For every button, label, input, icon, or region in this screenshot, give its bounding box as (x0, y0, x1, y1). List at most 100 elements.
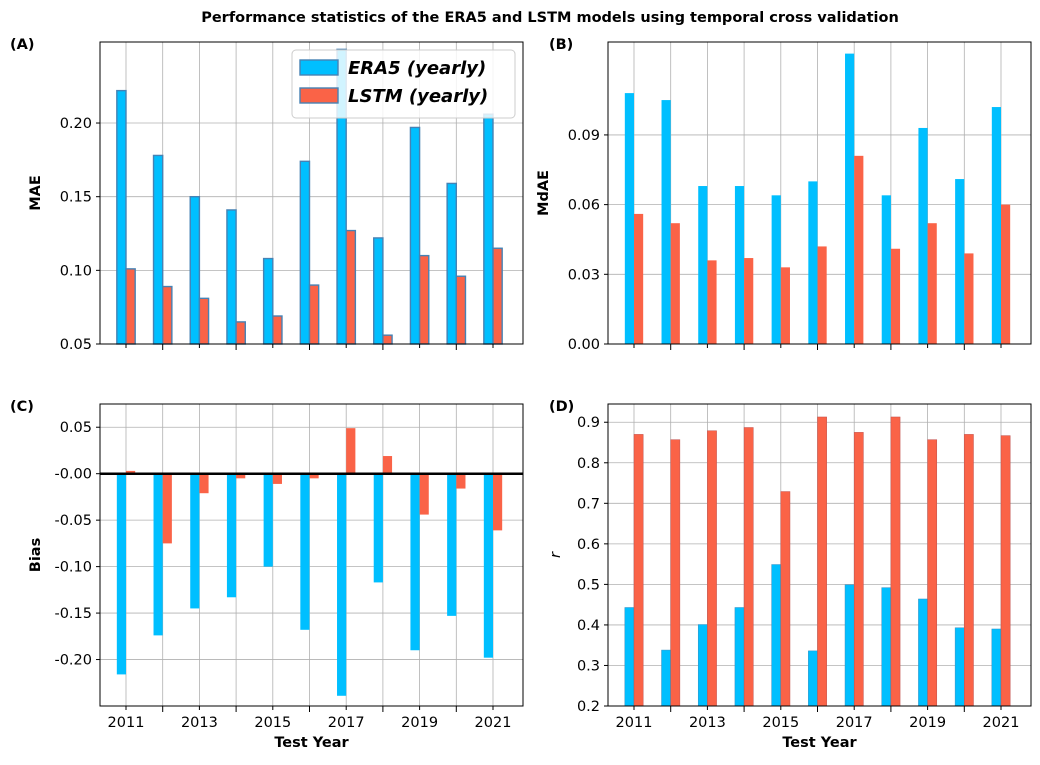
lstm-bar-2014 (743, 427, 754, 707)
lstm-bar-2020 (456, 473, 466, 489)
panels: 0.05 0.10 0.15 0.20 MAE (A) ERA5 (yearly) LSTM … (10, 37, 1032, 751)
x-tick-label: 2011 (616, 715, 653, 731)
lstm-bar-2012 (161, 285, 173, 345)
lstm-legend-label: LSTM (yearly) (348, 86, 488, 107)
lstm-bar-2021 (1001, 204, 1011, 344)
lstm-bar-2017 (346, 428, 356, 474)
y-tick-label: 0.15 (60, 190, 92, 206)
era5-bar-2014 (226, 473, 237, 598)
x-tick-label: 2013 (689, 715, 726, 731)
x-tick-label: 2017 (328, 715, 365, 731)
lstm-bar-2020 (455, 275, 467, 345)
y-ticks-c: -0.20 -0.15 -0.10 -0.05 -0.00 0.05 (54, 420, 100, 669)
era5-bar-2012 (661, 649, 671, 707)
era5-bar-2017 (844, 584, 855, 707)
x-axis-label: Test Year (782, 735, 857, 751)
y-tick-label: 0.5 (577, 577, 600, 593)
era5-bar-2020 (447, 473, 457, 616)
y-tick-label: 0.6 (577, 537, 600, 553)
era5-bar-2015 (771, 564, 782, 707)
era5-legend-label: ERA5 (yearly) (348, 58, 486, 79)
era5-bar-2018 (373, 473, 383, 583)
lstm-legend-swatch (299, 87, 339, 104)
lstm-bar-2020 (964, 253, 974, 344)
x-tick-label: 2021 (475, 715, 512, 731)
era5-bar-2018 (881, 587, 892, 707)
era5-bar-2011 (624, 607, 635, 707)
x-ticks-c: 2011 2013 2015 2017 2019 2021 (108, 706, 512, 731)
era5-bar-2021 (991, 628, 1002, 707)
y-tick-label: -0.20 (54, 653, 92, 669)
lstm-bar-2013 (199, 473, 209, 494)
panel-label: (D) (549, 399, 574, 415)
panel-label: (B) (549, 37, 573, 53)
lstm-bar-2016 (308, 284, 320, 345)
era5-bar-2015 (771, 195, 781, 344)
x-tick-label: 2015 (762, 715, 799, 731)
x-ticks-a (125, 344, 494, 350)
era5-bar-2012 (661, 100, 671, 344)
lstm-bar-2021 (492, 247, 503, 345)
lstm-bar-2015 (780, 267, 790, 344)
y-tick-label: 0.10 (60, 263, 92, 279)
era5-bar-2011 (624, 93, 634, 344)
y-ticks-d: 0.2 0.3 0.4 0.5 0.6 0.7 0.8 0.9 (577, 415, 608, 715)
era5-bar-2015 (262, 257, 274, 345)
lstm-bar-2018 (890, 248, 901, 344)
era5-bar-2019 (918, 127, 928, 344)
era5-bar-2014 (226, 209, 237, 345)
axes-frame-b (607, 41, 1032, 345)
y-axis-label: MAE (28, 175, 44, 211)
era5-bar-2021 (483, 473, 493, 658)
panel-b: 0.00 0.03 0.06 0.09 MdAE (B) (536, 37, 1032, 353)
lstm-bar-2011 (125, 268, 136, 345)
y-tick-label: 0.7 (577, 496, 600, 512)
lstm-bar-2021 (1000, 435, 1011, 707)
era5-bar-2018 (881, 195, 891, 344)
legend: ERA5 (yearly) LSTM (yearly) (291, 49, 516, 119)
lstm-bar-2012 (162, 473, 172, 544)
era5-bar-2012 (152, 154, 164, 345)
lstm-bar-2015 (780, 491, 791, 707)
y-tick-label: 0.05 (60, 420, 92, 436)
lstm-bar-2011 (634, 213, 644, 344)
x-tick-label: 2019 (401, 715, 438, 731)
y-ticks-a: 0.05 0.10 0.15 0.20 (60, 116, 100, 353)
lstm-bar-2013 (707, 430, 717, 707)
y-tick-label: 0.3 (577, 658, 600, 674)
axes-frame-d (607, 403, 1032, 707)
x-axis-label: Test Year (274, 735, 349, 751)
era5-bar-2013 (697, 624, 708, 707)
era5-legend-swatch (299, 59, 339, 76)
era5-bar-2013 (698, 186, 708, 344)
panel-label: (C) (10, 399, 34, 415)
era5-bar-2017 (845, 53, 855, 344)
lstm-bar-2017 (853, 432, 864, 707)
x-tick-label: 2021 (983, 715, 1020, 731)
y-tick-label: 0.06 (568, 198, 600, 214)
lstm-bar-2018 (890, 416, 901, 707)
lstm-bar-2011 (633, 434, 644, 707)
legend-box (291, 49, 516, 119)
y-ticks-b: 0.00 0.03 0.06 0.09 (568, 128, 608, 353)
y-axis-label: r (548, 551, 564, 558)
bars-a (116, 48, 503, 345)
era5-bar-2020 (954, 627, 965, 707)
bars-d (624, 416, 1011, 707)
y-axis-label: Bias (28, 538, 44, 572)
lstm-bar-2014 (236, 473, 246, 479)
y-tick-label: 0.05 (60, 337, 92, 353)
y-tick-label: 0.20 (60, 116, 92, 132)
y-tick-label: 0.00 (568, 337, 600, 353)
y-tick-label: 0.03 (568, 267, 600, 283)
y-tick-label: -0.15 (54, 606, 92, 622)
lstm-bar-2011 (126, 470, 136, 474)
era5-bar-2021 (483, 113, 494, 345)
x-tick-label: 2017 (836, 715, 873, 731)
lstm-bar-2019 (927, 223, 937, 344)
x-tick-label: 2019 (909, 715, 946, 731)
era5-bar-2014 (734, 607, 745, 707)
lstm-bar-2019 (927, 439, 938, 707)
